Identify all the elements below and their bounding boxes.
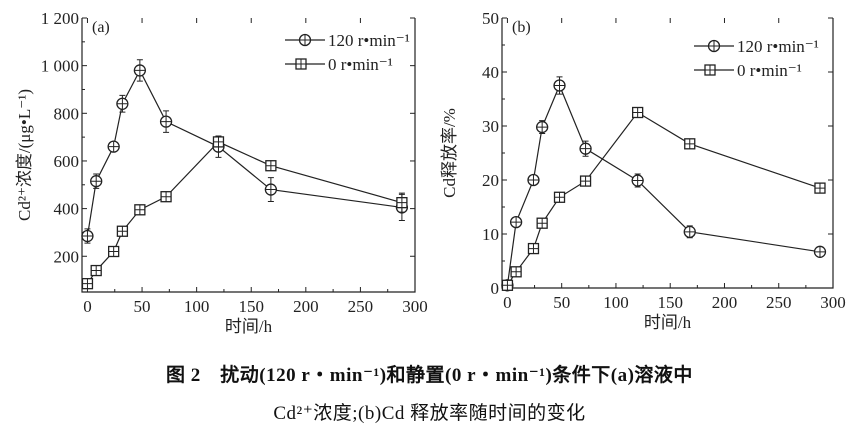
marker-cross bbox=[580, 176, 591, 187]
y-tick-label: 200 bbox=[54, 247, 80, 266]
series-static bbox=[501, 106, 826, 291]
marker-cross bbox=[300, 35, 310, 45]
panel-label: (a) bbox=[92, 19, 110, 36]
marker-cross bbox=[684, 138, 695, 149]
marker-cross bbox=[528, 243, 539, 254]
marker-cross bbox=[580, 143, 591, 154]
marker-cross bbox=[502, 280, 513, 291]
marker-cross bbox=[117, 98, 128, 109]
axes-frame bbox=[81, 18, 416, 293]
legend-label: 0 r•min⁻¹ bbox=[737, 61, 802, 80]
x-tick-label: 150 bbox=[657, 293, 683, 312]
x-axis-label: 时间/h bbox=[644, 313, 692, 332]
marker-cross bbox=[296, 59, 306, 69]
legend-item: 120 r•min⁻¹ bbox=[285, 31, 410, 50]
y-axis-label: Cd²⁺浓度/(μg•L⁻¹) bbox=[15, 89, 34, 221]
chart-panel-a: 0 50 100 150 200 250 300 200 400 600 800 1 000 1 200… bbox=[15, 9, 428, 336]
legend-item: 120 r•min⁻¹ bbox=[694, 37, 819, 56]
axes-frame bbox=[501, 18, 834, 289]
y-tick-label: 40 bbox=[482, 63, 499, 82]
marker-cross bbox=[511, 217, 522, 228]
marker-cross bbox=[632, 175, 643, 186]
marker-cross bbox=[117, 226, 128, 237]
x-tick-label: 50 bbox=[553, 293, 570, 312]
marker-cross bbox=[537, 122, 548, 133]
y-tick-label: 1 000 bbox=[41, 57, 79, 76]
caption-line-1: 图 2 扰动(120 r・min⁻¹)和静置(0 r・min⁻¹)条件下(a)溶… bbox=[166, 365, 693, 386]
y-axis-label: Cd释放率/% bbox=[440, 108, 459, 198]
x-tick-label: 200 bbox=[293, 297, 319, 316]
legend-label: 120 r•min⁻¹ bbox=[328, 31, 410, 50]
x-tick-label: 100 bbox=[603, 293, 629, 312]
y-tick-label: 400 bbox=[54, 200, 80, 219]
series-static bbox=[81, 136, 408, 290]
marker-cross bbox=[709, 41, 719, 51]
marker-cross bbox=[632, 107, 643, 118]
marker-cross bbox=[554, 80, 565, 91]
marker-cross bbox=[108, 141, 119, 152]
legend-item: 0 r•min⁻¹ bbox=[694, 61, 802, 80]
marker-cross bbox=[396, 197, 407, 208]
marker-cross bbox=[814, 246, 825, 257]
x-tick-label: 0 bbox=[503, 293, 512, 312]
y-tick-label: 600 bbox=[54, 152, 80, 171]
marker-cross bbox=[82, 231, 93, 242]
legend-label: 120 r•min⁻¹ bbox=[737, 37, 819, 56]
marker-cross bbox=[134, 204, 145, 215]
marker-cross bbox=[528, 175, 539, 185]
marker-cross bbox=[265, 160, 276, 171]
marker-cross bbox=[91, 265, 102, 276]
caption-line-2: Cd²⁺浓度;(b)Cd 释放率随时间的变化 bbox=[273, 403, 586, 424]
series-stirred bbox=[501, 76, 827, 292]
x-tick-label: 100 bbox=[184, 297, 210, 316]
legend-label: 0 r•min⁻¹ bbox=[328, 55, 393, 74]
x-tick-label: 250 bbox=[766, 293, 792, 312]
marker-cross bbox=[705, 65, 715, 75]
marker-cross bbox=[108, 246, 119, 257]
x-tick-label: 0 bbox=[83, 297, 92, 316]
x-tick-label: 50 bbox=[134, 297, 151, 316]
marker-cross bbox=[91, 176, 102, 187]
panel-label: (b) bbox=[512, 19, 531, 36]
y-tick-label: 10 bbox=[482, 225, 499, 244]
chart-panel-b: 0 50 100 150 200 250 300 0 10 20 30 40 50 时间/h Cd释放率/%… bbox=[440, 9, 846, 332]
marker-cross bbox=[82, 278, 93, 289]
x-tick-label: 150 bbox=[238, 297, 264, 316]
marker-cross bbox=[213, 136, 224, 147]
legend-item: 0 r•min⁻¹ bbox=[285, 55, 393, 74]
marker-cross bbox=[134, 65, 145, 76]
x-tick-label: 250 bbox=[348, 297, 374, 316]
y-tick-label: 50 bbox=[482, 9, 499, 28]
marker-cross bbox=[537, 218, 548, 229]
series-stirred bbox=[81, 59, 409, 244]
marker-cross bbox=[161, 191, 172, 202]
y-tick-label: 1 200 bbox=[41, 9, 79, 28]
marker-cross bbox=[554, 192, 565, 203]
x-tick-label: 200 bbox=[712, 293, 738, 312]
x-tick-label: 300 bbox=[820, 293, 846, 312]
marker-cross bbox=[684, 226, 695, 237]
marker-cross bbox=[511, 266, 522, 277]
y-tick-label: 20 bbox=[482, 171, 499, 190]
x-axis-label: 时间/h bbox=[225, 317, 273, 336]
y-tick-label: 800 bbox=[54, 104, 80, 123]
y-tick-label: 30 bbox=[482, 117, 499, 136]
marker-cross bbox=[161, 116, 172, 127]
marker-cross bbox=[265, 184, 276, 195]
x-tick-label: 300 bbox=[402, 297, 428, 316]
series-line bbox=[506, 83, 821, 286]
y-tick-label: 0 bbox=[491, 279, 500, 298]
marker-cross bbox=[814, 183, 825, 194]
